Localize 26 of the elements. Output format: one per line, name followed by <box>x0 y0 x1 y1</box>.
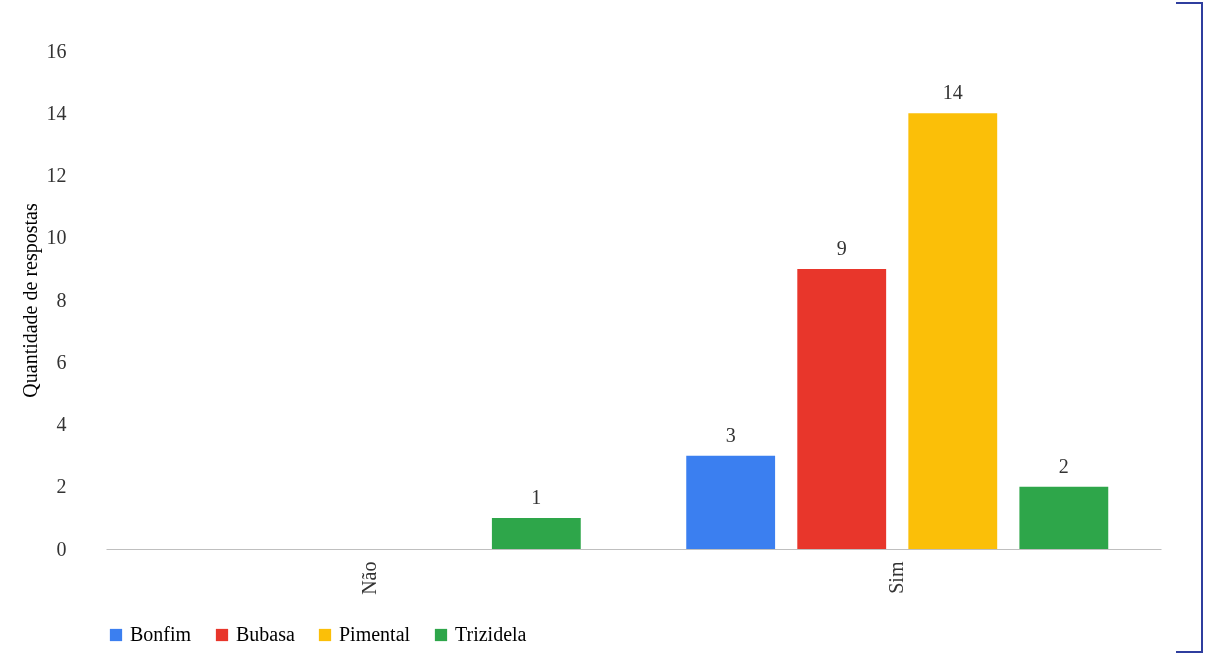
x-tick-label: Sim <box>885 561 908 594</box>
data-label: 3 <box>725 423 736 446</box>
bar <box>908 113 998 549</box>
y-tick-label: 16 <box>46 39 67 62</box>
legend-label: Bonfim <box>130 623 192 645</box>
data-label: 9 <box>836 236 847 259</box>
y-tick-label: 6 <box>56 350 67 373</box>
y-tick-label: 12 <box>46 164 67 186</box>
legend-label: Trizidela <box>455 623 527 645</box>
data-label: 1 <box>531 485 542 508</box>
data-label: 14 <box>942 81 963 104</box>
bar <box>686 455 776 549</box>
y-tick-label: 0 <box>56 537 67 560</box>
y-tick-label: 8 <box>56 288 67 311</box>
y-tick-label: 10 <box>46 226 67 249</box>
y-tick-label: 14 <box>46 101 67 124</box>
legend-label: Bubasa <box>236 623 295 645</box>
y-axis-title: Quantidade de respostas <box>18 203 42 398</box>
bar <box>1019 486 1109 549</box>
legend-label: Pimental <box>339 623 411 645</box>
bar <box>491 517 581 549</box>
y-tick-label: 4 <box>56 413 67 435</box>
data-label: 2 <box>1058 454 1069 477</box>
x-tick-label: Não <box>357 561 380 595</box>
y-tick-label: 2 <box>56 475 67 498</box>
bar <box>797 268 887 549</box>
